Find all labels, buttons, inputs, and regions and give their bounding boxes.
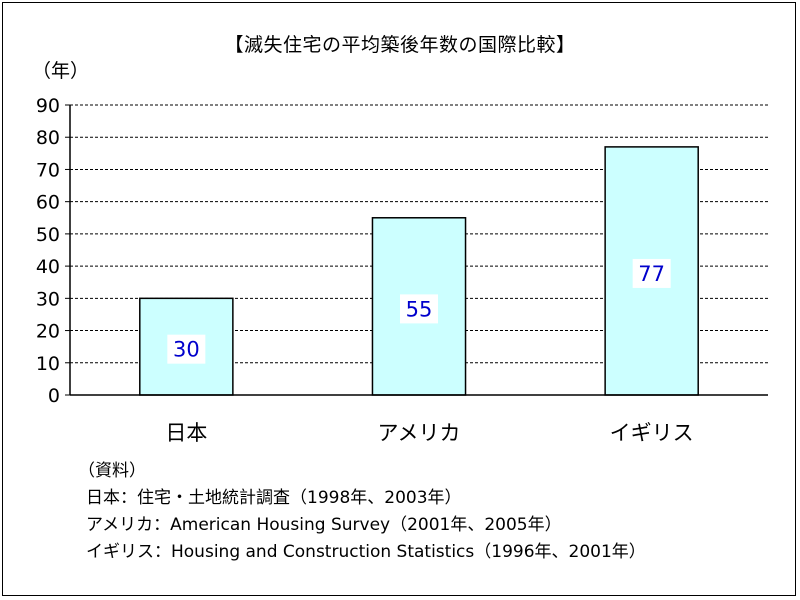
source-line-uk: イギリス：Housing and Construction Statistics… (86, 542, 646, 562)
y-tick-label: 30 (36, 288, 60, 310)
y-tick-label: 50 (36, 224, 60, 246)
y-tick-label: 10 (36, 353, 60, 375)
source-notes: （資料） 日本：住宅・土地統計調査（1998年、2003年） アメリカ：Amer… (70, 458, 646, 566)
y-tick-label: 40 (36, 256, 60, 278)
category-label: アメリカ (378, 421, 461, 445)
y-tick-label: 0 (48, 385, 60, 407)
y-tick-label: 70 (36, 159, 60, 181)
category-label: 日本 (165, 421, 207, 445)
data-label-box (632, 258, 671, 288)
source-line-japan: 日本：住宅・土地統計調査（1998年、2003年） (86, 488, 462, 508)
y-tick-label: 20 (36, 321, 60, 343)
chart-title: 【滅失住宅の平均築後年数の国際比較】 (224, 34, 576, 56)
axes (65, 104, 768, 396)
source-line-america: アメリカ：American Housing Survey（2001年、2005年… (86, 515, 562, 535)
data-label-box (167, 334, 206, 364)
y-axis-unit-label: （年） (32, 60, 90, 82)
source-heading: （資料） (78, 461, 146, 481)
bars (139, 146, 699, 396)
data-label: 77 (638, 262, 665, 286)
labels: 0 10 20 30 40 50 60 70 80 90 30 日本 55 アメリカ 77 イギリス (36, 95, 694, 445)
data-label: 55 (406, 297, 433, 321)
category-label: イギリス (610, 421, 694, 445)
y-tick-label: 90 (36, 95, 60, 117)
data-label-box (400, 294, 438, 324)
data-label: 30 (173, 338, 200, 362)
y-tick-label: 80 (36, 127, 60, 149)
y-tick-label: 60 (36, 192, 60, 214)
